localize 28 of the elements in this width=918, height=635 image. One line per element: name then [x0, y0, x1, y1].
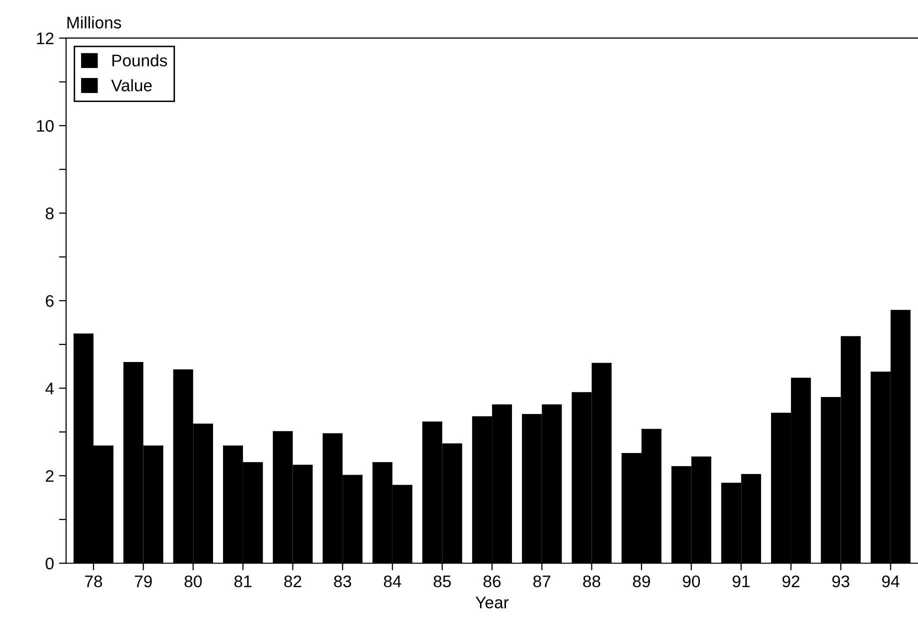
x-tick-label: 85 [434, 575, 451, 588]
x-tick-label: 91 [732, 575, 750, 588]
x-tick-label: 78 [85, 575, 102, 588]
y-tick-label: 2 [46, 470, 54, 482]
x-tick-label: 94 [882, 575, 900, 588]
x-tick-label: 92 [782, 575, 800, 588]
legend-label: Pounds [112, 54, 168, 66]
x-tick-label: 82 [284, 575, 302, 588]
x-axis-title: Year [476, 596, 509, 608]
y-tick-label: 4 [45, 382, 54, 394]
x-tick-label: 81 [234, 575, 252, 588]
x-tick-label: 89 [632, 575, 650, 588]
legend-label: Value [111, 79, 152, 92]
x-tick-label: 90 [682, 575, 700, 588]
x-tick-label: 79 [134, 575, 152, 588]
y-tick-label: 10 [37, 120, 54, 132]
y-tick-label: 0 [46, 558, 54, 570]
x-tick-label: 88 [583, 575, 600, 588]
x-tick-label: 86 [484, 575, 501, 588]
y-tick-label: 12 [37, 32, 54, 44]
x-tick-label: 93 [832, 575, 850, 588]
y-tick-label: 8 [46, 208, 54, 220]
x-tick-label: 80 [184, 575, 202, 588]
x-tick-label: 83 [334, 575, 352, 588]
x-tick-label: 84 [384, 575, 402, 588]
y-tick-label: 6 [46, 295, 54, 307]
x-tick-label: 87 [533, 575, 550, 588]
y-axis-title: Millions [67, 16, 122, 29]
